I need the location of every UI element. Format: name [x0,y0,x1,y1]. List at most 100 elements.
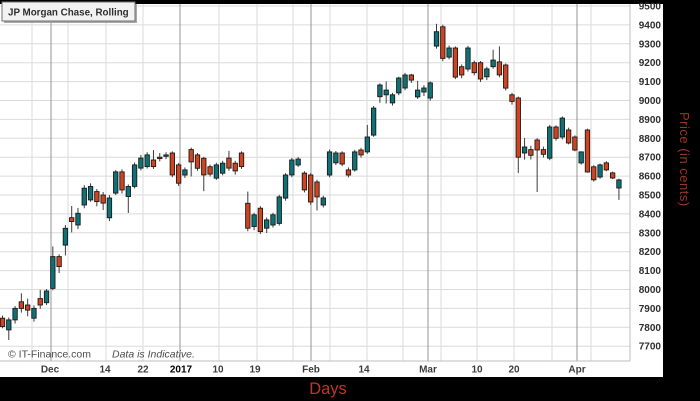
x-tick-label: 10 [471,365,483,376]
candle-down [245,202,251,229]
candle-up [465,47,471,70]
candle-down [565,129,572,144]
candle-up [6,319,12,331]
candle-up [490,59,496,68]
candle-up [50,256,56,289]
disclaimer-text: Data is Indicative. [112,349,195,361]
x-axis-ticks: Dec 14 22 2017 10 19 Feb 14 Mar 10 20 Apr [41,365,586,376]
candle-down [553,126,559,139]
copyright-text: © IT-Finance.com [8,349,91,361]
candle-down [18,301,25,309]
candle-down [201,157,207,176]
candle-up [125,186,131,197]
candle-down [408,74,414,81]
x-tick-label: 2017 [170,365,193,376]
candle-up [87,186,94,201]
candle-up [81,187,87,206]
candle-down [226,157,232,169]
x-tick-label: 10 [212,365,224,376]
candle-down [194,154,201,169]
candle-up [131,164,138,187]
y-tick-label: 9300 [639,39,662,50]
candle-down [477,62,484,80]
x-tick-label: 22 [137,365,149,376]
candle-up [377,84,383,98]
candle-up [326,151,333,176]
y-tick-label: 7700 [639,342,662,353]
title-box[interactable]: JP Morgan Chase, Rolling [1,1,137,23]
candle-down [0,317,6,327]
candle-down [603,162,609,171]
candle-up [276,196,282,224]
candle-up [163,154,169,157]
candle-down [534,139,540,151]
candle-down [56,256,62,268]
candle-down [157,156,163,160]
candle-down [515,97,521,158]
candle-down [584,129,591,173]
candle-up [446,47,452,58]
title-box-background [1,1,136,22]
y-tick-label: 9500 [639,2,662,13]
candle-up [320,197,326,206]
y-tick-label: 8800 [639,134,662,145]
candle-up [521,146,528,154]
candle-up [62,227,69,246]
candle-up [414,89,421,98]
candle-up [43,290,50,304]
candle-up [396,77,402,94]
y-tick-label: 9000 [639,96,662,107]
candle-down [308,174,314,203]
candle-down [238,152,245,168]
y-tick-label: 9100 [639,77,662,88]
candle-up [389,94,396,104]
candle-down [496,61,503,76]
candle-up [352,151,358,171]
candle-down [257,207,264,233]
x-axis-title: Days [309,380,347,398]
y-tick-label: 8900 [639,115,662,126]
candle-down [188,149,194,163]
candle-up [219,162,226,174]
candle-down [345,169,352,176]
y-tick-label: 8200 [639,247,662,258]
y-tick-label: 8600 [639,172,662,183]
candle-up [144,154,150,168]
candle-up [370,107,377,136]
candle-up [559,117,565,138]
candle-up [578,151,584,164]
candle-up [270,214,276,226]
y-axis-title: Price (in cents) [677,112,692,207]
candle-down [69,217,75,222]
candle-down [503,64,509,89]
candle-down [119,171,125,191]
candle-up [597,164,603,178]
candle-up [364,136,370,153]
candle-down [100,194,106,204]
candle-up [282,174,289,199]
candle-down [471,62,477,74]
candle-up [213,164,220,179]
x-tick-label: 19 [249,365,261,376]
candle-down [528,149,534,156]
y-axis-ticks: 9500 9400 9300 9200 9100 9000 8900 8800 8700 8600… [639,2,662,353]
candle-down [452,47,459,78]
y-tick-label: 8100 [639,266,662,277]
y-tick-label: 8000 [639,285,662,296]
y-tick-label: 9400 [639,20,662,31]
candle-up [31,307,37,319]
candle-down [314,181,320,198]
y-tick-label: 8400 [639,209,662,220]
candle-down [358,149,364,156]
x-tick-label: 14 [358,365,370,376]
candle-down [169,152,175,176]
candle-up [295,158,301,166]
candle-up [75,212,81,226]
candles-layer [0,23,622,340]
x-tick-label: 14 [99,365,111,376]
x-tick-label: 20 [508,365,520,376]
candle-down [232,162,238,172]
y-tick-label: 8700 [639,153,662,164]
